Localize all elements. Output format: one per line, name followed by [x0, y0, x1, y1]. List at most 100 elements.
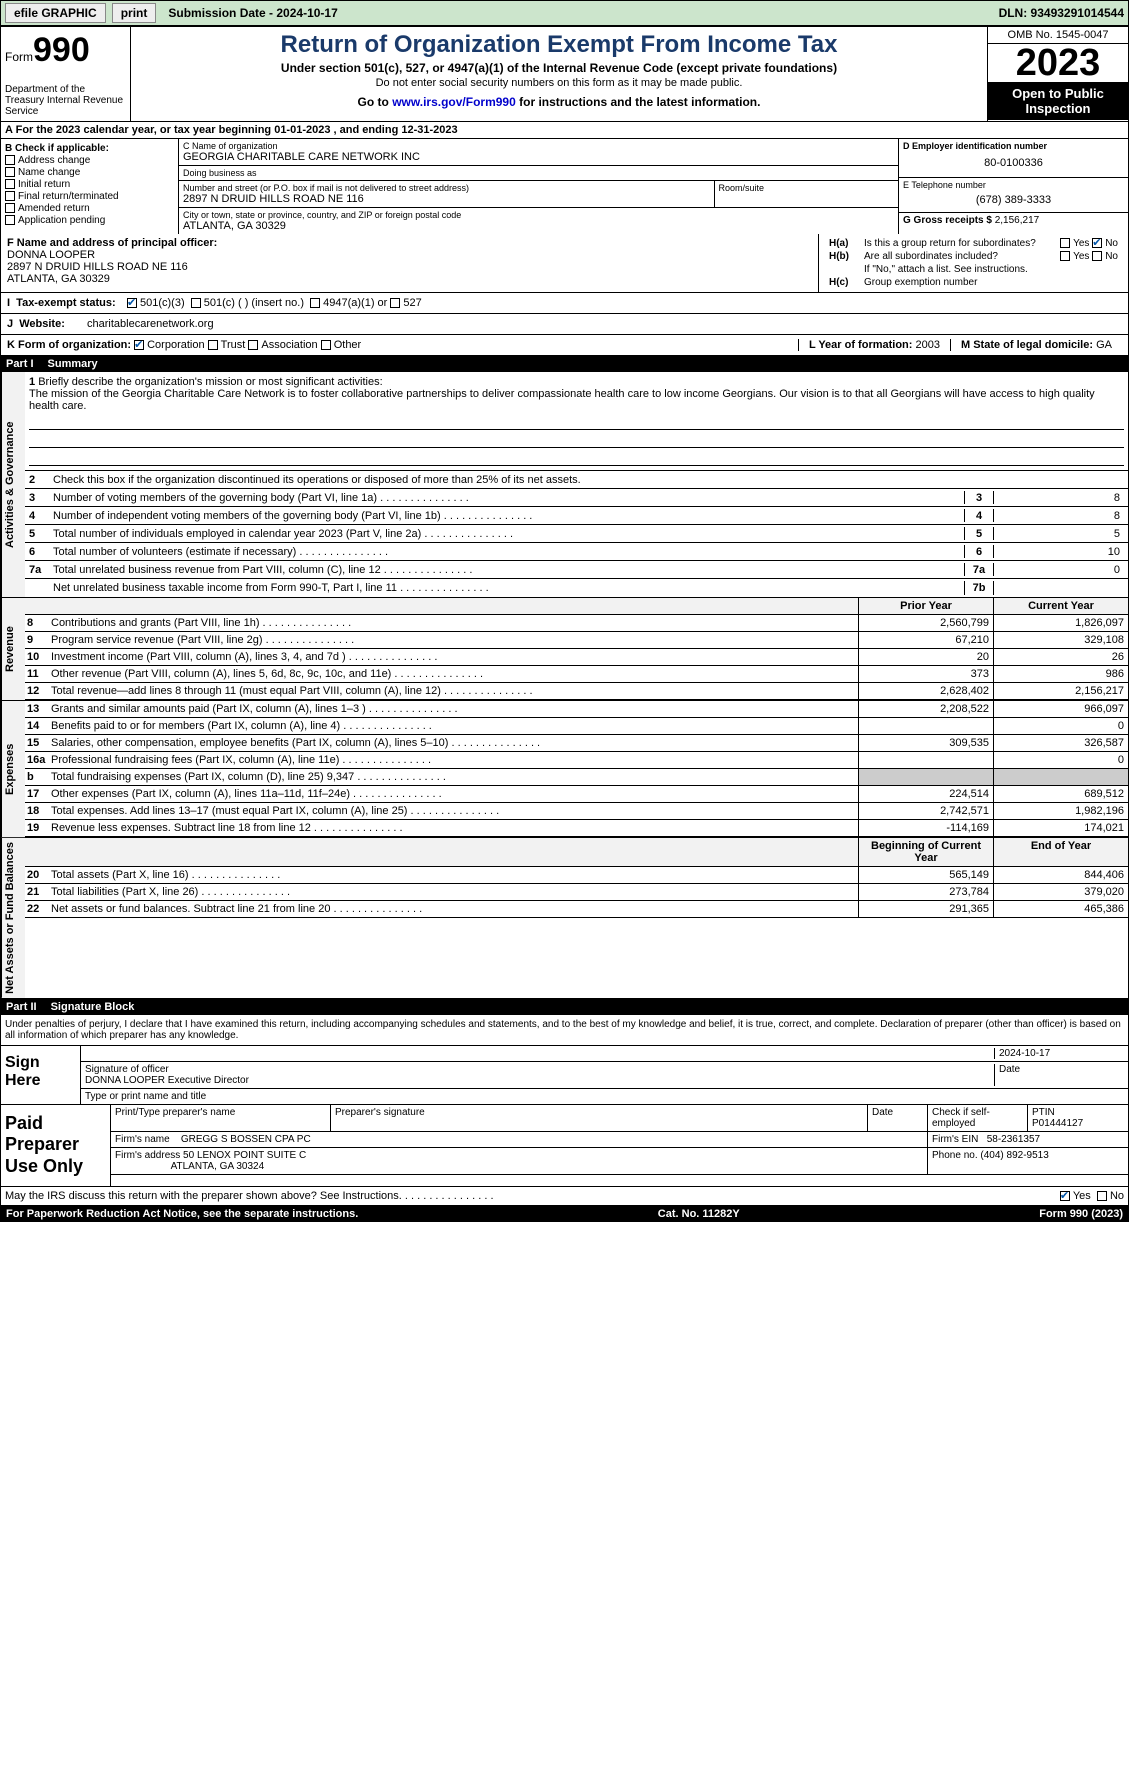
- cb-address-change[interactable]: Address change: [5, 155, 174, 166]
- line3: Number of voting members of the governin…: [53, 492, 964, 504]
- year-formation-lbl: L Year of formation:: [809, 339, 913, 351]
- row-num: 22: [25, 901, 49, 917]
- cb-assoc[interactable]: [248, 340, 258, 350]
- gross: 2,156,217: [995, 215, 1040, 226]
- cb-corp[interactable]: [134, 340, 144, 350]
- perjury-decl: Under penalties of perjury, I declare th…: [1, 1015, 1128, 1045]
- row-text: Investment income (Part VIII, column (A)…: [49, 649, 858, 665]
- col-current: 26: [993, 649, 1128, 665]
- no: No: [1110, 1190, 1124, 1202]
- cb-name-change[interactable]: Name change: [5, 167, 174, 178]
- hb-note: If "No," attach a list. See instructions…: [864, 264, 1028, 275]
- net-assets-section: Net Assets or Fund Balances Beginning of…: [0, 838, 1129, 999]
- firm-lbl: Firm's name: [115, 1134, 170, 1145]
- print-button[interactable]: print: [112, 3, 157, 23]
- col-prior: 2,560,799: [858, 615, 993, 631]
- fein-lbl: Firm's EIN: [932, 1134, 978, 1145]
- box-d: D Employer identification number80-01003…: [898, 139, 1128, 234]
- cb-final-return[interactable]: Final return/terminated: [5, 191, 174, 202]
- table-row: 21Total liabilities (Part X, line 26)273…: [25, 884, 1128, 901]
- prep-h3: Date: [868, 1105, 928, 1131]
- row-text: Salaries, other compensation, employee b…: [49, 735, 858, 751]
- irs-link[interactable]: www.irs.gov/Form990: [392, 95, 516, 109]
- prep-lbl: Paid Preparer Use Only: [1, 1105, 111, 1186]
- dba-lbl: Doing business as: [183, 168, 894, 178]
- tax-status-row: I Tax-exempt status: 501(c)(3) 501(c) ( …: [0, 293, 1129, 314]
- cb-label: Initial return: [18, 179, 70, 190]
- tel-lbl: E Telephone number: [903, 180, 1124, 190]
- form-990: 990: [33, 31, 90, 69]
- ssn-note: Do not enter social security numbers on …: [135, 77, 983, 89]
- cb-label: Amended return: [18, 203, 90, 214]
- cb-trust[interactable]: [208, 340, 218, 350]
- cb-4947[interactable]: [310, 298, 320, 308]
- discuss-row: May the IRS discuss this return with the…: [1, 1186, 1128, 1205]
- footer-right: Form 990 (2023): [1039, 1208, 1123, 1220]
- firm-name: GREGG S BOSSEN CPA PC: [181, 1134, 311, 1145]
- officer-addr1: 2897 N DRUID HILLS ROAD NE 116: [7, 261, 812, 273]
- col-current: 1,982,196: [993, 803, 1128, 819]
- opt-corp: Corporation: [147, 339, 204, 351]
- table-row: 18Total expenses. Add lines 13–17 (must …: [25, 803, 1128, 820]
- col-current: 465,386: [993, 901, 1128, 917]
- col-current: 379,020: [993, 884, 1128, 900]
- line7a: Total unrelated business revenue from Pa…: [53, 564, 964, 576]
- form-title: Return of Organization Exempt From Incom…: [135, 31, 983, 59]
- page-footer: For Paperwork Reduction Act Notice, see …: [0, 1206, 1129, 1222]
- cb-527[interactable]: [390, 298, 400, 308]
- table-row: bTotal fundraising expenses (Part IX, co…: [25, 769, 1128, 786]
- col-current: 0: [993, 718, 1128, 734]
- opt-501c3: 501(c)(3): [140, 297, 185, 309]
- row-text: Total fundraising expenses (Part IX, col…: [49, 769, 858, 785]
- col-current: 174,021: [993, 820, 1128, 836]
- type-name-lbl: Type or print name and title: [85, 1091, 1124, 1102]
- col-current: 0: [993, 752, 1128, 768]
- website-lbl: Website:: [19, 318, 65, 330]
- part1-title: Summary: [48, 358, 98, 370]
- col-prior: 291,365: [858, 901, 993, 917]
- cb-initial-return[interactable]: Initial return: [5, 179, 174, 190]
- mission-block: 1 Briefly describe the organization's mi…: [25, 372, 1128, 471]
- part1-bar: Part ISummary: [0, 356, 1129, 372]
- box-f: F Name and address of principal officer:…: [1, 234, 818, 292]
- cb-discuss-no[interactable]: [1097, 1191, 1107, 1201]
- line4: Number of independent voting members of …: [53, 510, 964, 522]
- signature-block: Under penalties of perjury, I declare th…: [0, 1015, 1129, 1206]
- state-lbl: M State of legal domicile:: [961, 339, 1093, 351]
- sig-officer-lbl: Signature of officer: [85, 1064, 169, 1075]
- mission-lbl: Briefly describe the organization's miss…: [38, 376, 382, 388]
- cb-501c[interactable]: [191, 298, 201, 308]
- row-text: Benefits paid to or for members (Part IX…: [49, 718, 858, 734]
- col-current: 986: [993, 666, 1128, 682]
- cb-app-pending[interactable]: Application pending: [5, 215, 174, 226]
- sig-date: 2024-10-17: [994, 1048, 1124, 1059]
- website-val: charitablecarenetwork.org: [87, 318, 214, 330]
- row-text: Contributions and grants (Part VIII, lin…: [49, 615, 858, 631]
- cb-501c3[interactable]: [127, 298, 137, 308]
- table-row: 12Total revenue—add lines 8 through 11 (…: [25, 683, 1128, 700]
- row-num: 15: [25, 735, 49, 751]
- row-num: 20: [25, 867, 49, 883]
- officer-lbl: F Name and address of principal officer:: [7, 237, 812, 249]
- cb-amended[interactable]: Amended return: [5, 203, 174, 214]
- row-num: 18: [25, 803, 49, 819]
- opt-assoc: Association: [261, 339, 317, 351]
- cb-other[interactable]: [321, 340, 331, 350]
- col-prior: [858, 718, 993, 734]
- col-prior: 2,742,571: [858, 803, 993, 819]
- efile-button[interactable]: efile GRAPHIC: [5, 3, 106, 23]
- cb-discuss-yes[interactable]: [1060, 1191, 1070, 1201]
- prep-h4: Check if self-employed: [932, 1107, 990, 1129]
- col-end: End of Year: [993, 838, 1128, 866]
- col-current: 2,156,217: [993, 683, 1128, 699]
- goto-post: for instructions and the latest informat…: [516, 95, 761, 109]
- col-prior: -114,169: [858, 820, 993, 836]
- line5: Total number of individuals employed in …: [53, 528, 964, 540]
- tel: (678) 389-3333: [903, 190, 1124, 210]
- yes: Yes: [1073, 1190, 1091, 1202]
- top-bar: efile GRAPHIC print Submission Date - 20…: [0, 0, 1129, 26]
- period-text: For the 2023 calendar year, or tax year …: [16, 124, 458, 136]
- officer-name: DONNA LOOPER: [7, 249, 812, 261]
- vtab-exp: Expenses: [1, 701, 25, 837]
- hb-lbl: Are all subordinates included?: [864, 251, 998, 262]
